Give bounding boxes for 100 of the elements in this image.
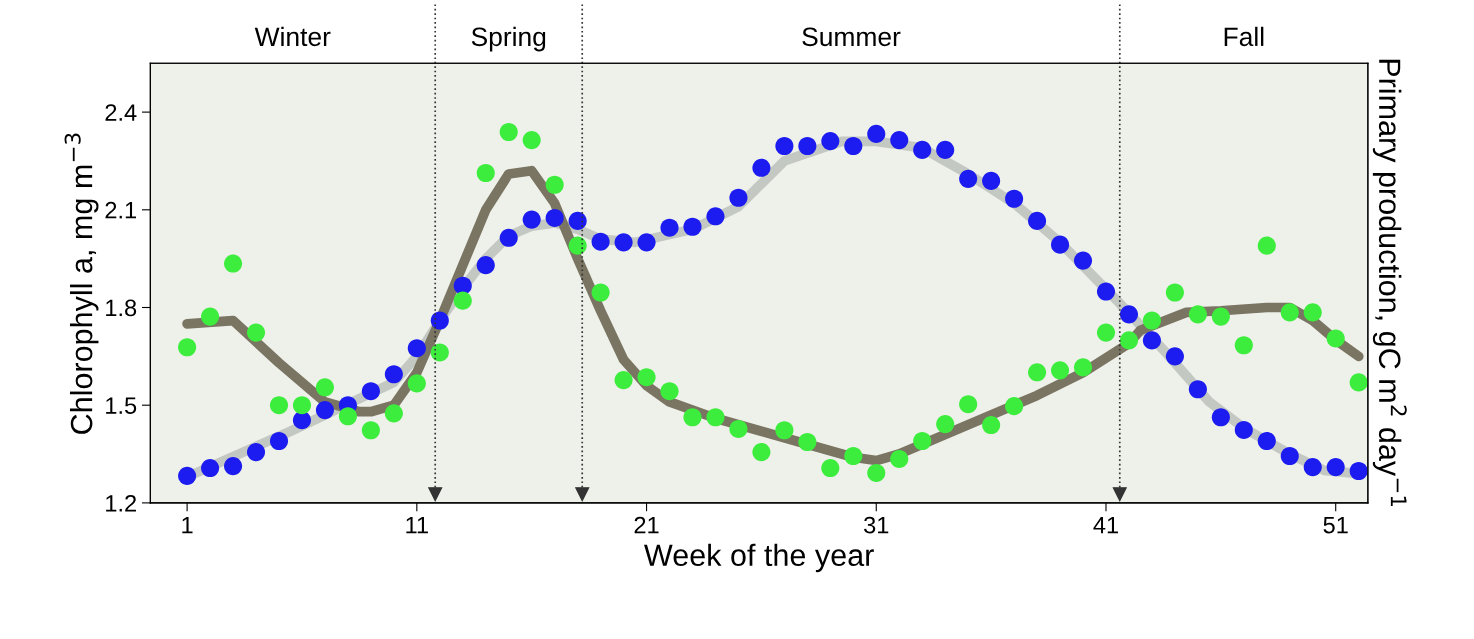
point <box>683 217 702 236</box>
point <box>660 218 679 237</box>
point <box>1028 363 1047 382</box>
point <box>1303 303 1322 322</box>
y-tick-label: 2.4 <box>105 104 137 121</box>
point <box>1096 323 1116 342</box>
point <box>1028 211 1047 230</box>
point <box>913 431 932 451</box>
point <box>890 449 909 468</box>
x-tick-label: 21 <box>634 516 659 534</box>
point <box>706 207 725 226</box>
point <box>1234 420 1253 439</box>
point <box>752 443 771 462</box>
x-tick-label: 11 <box>406 516 428 534</box>
point <box>660 382 679 401</box>
point <box>178 466 197 485</box>
point <box>844 446 863 466</box>
point <box>453 291 472 310</box>
x-axis-title: Week of the year <box>644 543 874 573</box>
point <box>453 276 472 295</box>
x-tick-label: 41 <box>1093 516 1118 534</box>
x-tick-label: 1 <box>182 516 193 534</box>
point <box>246 443 266 462</box>
point <box>407 339 426 358</box>
point <box>1119 305 1139 324</box>
point <box>729 419 748 439</box>
point <box>246 323 266 342</box>
point <box>706 408 725 427</box>
point <box>1050 361 1070 380</box>
point <box>637 368 656 387</box>
point <box>1211 307 1230 326</box>
point <box>292 411 312 430</box>
point <box>223 254 243 273</box>
point <box>499 122 518 142</box>
y-tick-label: 1.2 <box>106 494 136 512</box>
text: Fall <box>1224 26 1264 47</box>
point <box>545 208 564 227</box>
point <box>178 338 197 357</box>
text: Spring <box>471 26 546 52</box>
point <box>959 169 978 188</box>
point <box>867 124 886 143</box>
point <box>798 432 817 452</box>
y-axis-title: Chlorophyll a, mg m$^{−3}$ <box>64 133 99 434</box>
point <box>844 136 863 156</box>
point <box>1188 305 1207 324</box>
point <box>522 210 541 229</box>
point <box>568 236 587 255</box>
point <box>1280 303 1299 322</box>
point <box>407 374 426 393</box>
point <box>614 233 633 252</box>
point <box>867 463 886 482</box>
point <box>1326 458 1345 477</box>
point <box>775 136 794 156</box>
point <box>821 132 840 151</box>
text: Summer <box>802 27 901 47</box>
point <box>1349 373 1368 392</box>
text: Winter <box>254 26 331 47</box>
point <box>568 211 587 230</box>
point <box>499 228 518 247</box>
point <box>476 163 495 183</box>
point <box>201 307 220 326</box>
point <box>729 188 748 207</box>
point <box>798 136 817 156</box>
point <box>1188 380 1207 399</box>
point <box>1073 251 1093 270</box>
point <box>1349 461 1368 481</box>
point <box>1142 311 1161 330</box>
point <box>315 378 334 397</box>
y2-axis-title: Primary production, gC m$^{2}$ day$^{−1}$ <box>1372 59 1407 507</box>
point <box>361 421 380 440</box>
point <box>591 283 610 302</box>
x-tick-label: 31 <box>864 516 889 534</box>
point <box>545 175 564 194</box>
point <box>1119 331 1139 350</box>
point <box>1073 358 1093 377</box>
point <box>292 396 312 415</box>
point <box>890 131 909 150</box>
point <box>982 171 1001 190</box>
point <box>1165 283 1184 302</box>
point <box>1165 347 1184 366</box>
point <box>913 140 932 159</box>
point <box>1280 446 1299 466</box>
point <box>775 421 794 440</box>
point <box>821 458 840 478</box>
point <box>361 382 380 401</box>
point <box>936 415 955 434</box>
point <box>430 311 449 330</box>
point <box>1211 408 1230 427</box>
point <box>384 404 403 423</box>
y-tick-label: 1.5 <box>106 397 137 414</box>
point <box>982 416 1001 435</box>
point <box>1234 336 1253 355</box>
point <box>1303 458 1322 477</box>
point <box>201 458 220 478</box>
point <box>683 408 702 427</box>
point <box>338 407 357 426</box>
point <box>637 233 656 252</box>
point <box>522 131 541 150</box>
point <box>223 457 243 476</box>
point <box>1326 329 1345 348</box>
